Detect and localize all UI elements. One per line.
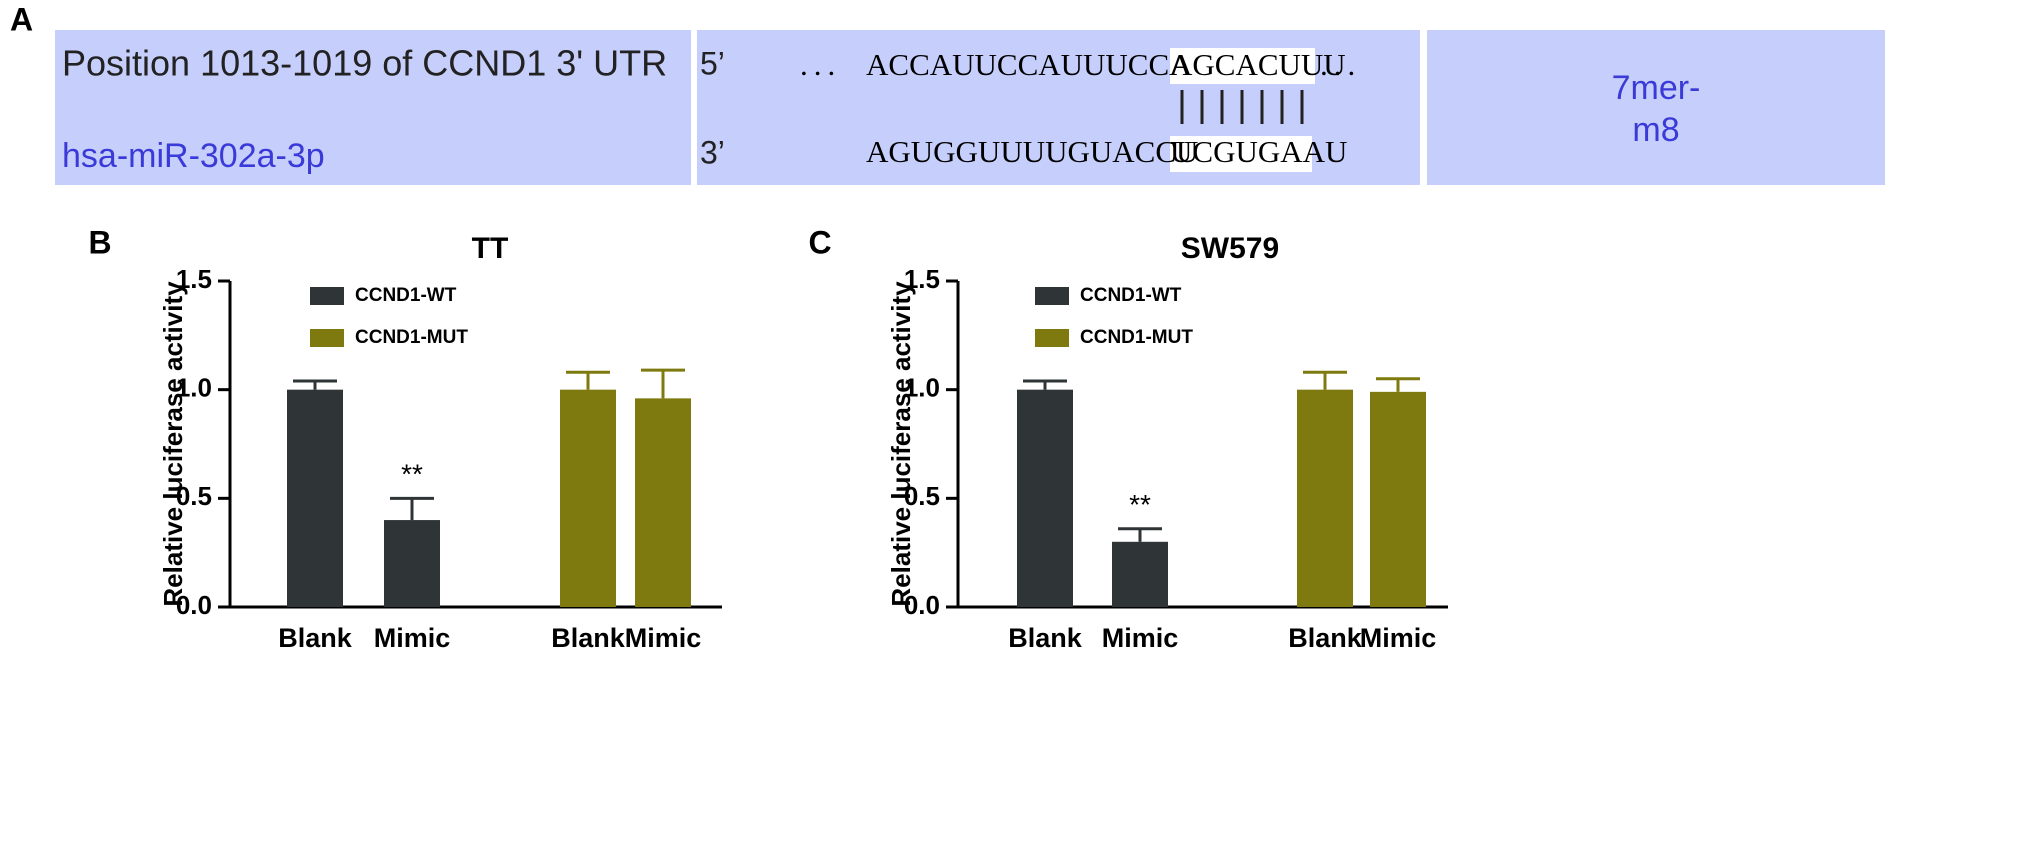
bar (1370, 391, 1426, 607)
bar (1017, 389, 1073, 607)
x-tick-label: Blank (278, 623, 353, 653)
x-tick-label: Mimic (1360, 623, 1437, 653)
sequence-part: AGCACUUU (1170, 47, 1346, 82)
sequence-part: UCGUGAAU (1170, 134, 1347, 169)
y-tick-label: 0.0 (904, 590, 940, 620)
y-axis-label: Relative luciferase activity (886, 281, 916, 607)
y-tick-label: 0.5 (904, 481, 940, 511)
chart-title: TT (472, 232, 509, 265)
bar (635, 398, 691, 607)
x-tick-label: Mimic (1102, 623, 1179, 653)
significance: ** (1129, 489, 1151, 520)
mirna-label: hsa-miR-302a-3p (62, 137, 325, 175)
mir-end: 3’ (700, 134, 725, 170)
sequence-part: ACCAUUCCAUUUCCA (866, 47, 1192, 82)
pairing-lines (1180, 90, 1304, 124)
x-tick-label: Blank (1008, 623, 1083, 653)
y-tick-label: 1.5 (176, 264, 212, 294)
y-tick-label: 0.5 (176, 481, 212, 511)
bar (560, 389, 616, 607)
y-tick-label: 1.5 (904, 264, 940, 294)
y-tick-label: 1.0 (176, 373, 212, 403)
legend-label: CCND1-WT (1080, 285, 1182, 306)
site-label: Position 1013-1019 of CCND1 3' UTR (62, 43, 667, 84)
bar (287, 389, 343, 607)
utr-end: 5’ (700, 45, 725, 81)
x-tick-label: Mimic (625, 623, 702, 653)
bar (1112, 541, 1168, 607)
site-type: 7mer- (1612, 69, 1701, 107)
panel-label: B (88, 224, 111, 260)
y-tick-label: 1.0 (904, 373, 940, 403)
panel-label: C (808, 224, 831, 260)
x-tick-label: Blank (551, 623, 626, 653)
cell (1427, 30, 1885, 185)
panel-label: A (10, 1, 33, 37)
sequence-part: ... (1320, 47, 1361, 82)
legend-label: CCND1-WT (355, 285, 457, 306)
significance: ** (401, 459, 423, 490)
legend-label: CCND1-MUT (1080, 327, 1193, 348)
x-tick-label: Mimic (374, 623, 451, 653)
legend-label: CCND1-MUT (355, 327, 468, 348)
y-tick-label: 0.0 (176, 590, 212, 620)
sequence-part: AGUGGUUUUGUACCU (866, 134, 1198, 169)
x-tick-label: Blank (1288, 623, 1363, 653)
legend-swatch (310, 329, 344, 347)
cell (55, 30, 691, 185)
legend-swatch (1035, 287, 1069, 305)
site-type: m8 (1632, 111, 1679, 149)
sequence-part: ... (800, 47, 841, 82)
legend-swatch (310, 287, 344, 305)
legend-swatch (1035, 329, 1069, 347)
seed-highlight (1170, 136, 1312, 172)
seed-highlight (1170, 48, 1315, 84)
bar (384, 520, 440, 607)
bar (1297, 389, 1353, 607)
chart-title: SW579 (1181, 232, 1279, 265)
y-axis-label: Relative luciferase activity (158, 281, 188, 607)
